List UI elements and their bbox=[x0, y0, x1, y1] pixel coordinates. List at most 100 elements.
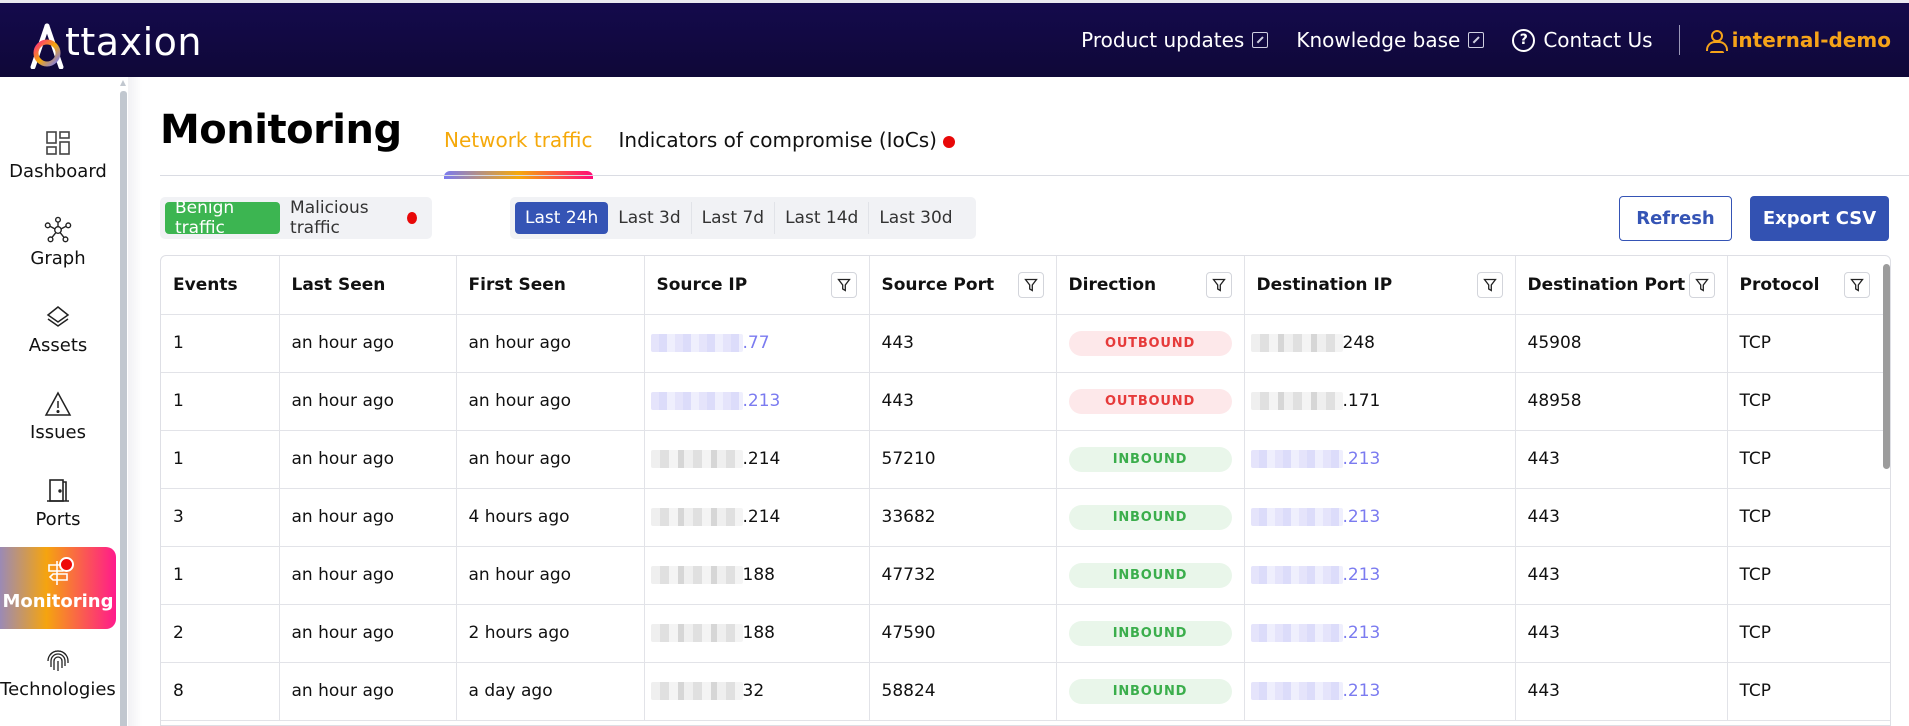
destination-ip-value[interactable]: .171 bbox=[1342, 391, 1381, 411]
direction-badge: OUTBOUND bbox=[1068, 388, 1232, 414]
user-menu[interactable]: internal-demo bbox=[1705, 28, 1891, 52]
table-row[interactable]: 2 an hour ago 2 hours ago 188 47590 INBO… bbox=[161, 604, 1890, 663]
table-row[interactable]: 1 an hour ago an hour ago .213 443 OUTBO… bbox=[161, 372, 1890, 431]
redacted-ip-prefix bbox=[650, 450, 743, 468]
destination-port-value: 443 bbox=[1527, 623, 1560, 643]
time-range-24h[interactable]: Last 24h bbox=[515, 202, 609, 234]
tab-network-traffic[interactable]: Network traffic bbox=[444, 127, 593, 179]
filter-icon[interactable] bbox=[1688, 271, 1715, 298]
source-ip-value[interactable]: 32 bbox=[742, 681, 765, 701]
product-updates-link[interactable]: Product updates bbox=[1081, 28, 1269, 52]
last-seen-value: an hour ago bbox=[291, 507, 395, 527]
column-label: First Seen bbox=[468, 274, 566, 295]
destination-ip-value[interactable]: .213 bbox=[1342, 565, 1381, 585]
events-value: 1 bbox=[173, 565, 184, 585]
events-value: 8 bbox=[173, 681, 184, 701]
table-scroll-thumb[interactable] bbox=[1883, 264, 1890, 469]
filter-icon[interactable] bbox=[1205, 271, 1232, 298]
time-range-toggle: Last 24h Last 3d Last 7d Last 14d Last 3… bbox=[510, 197, 976, 239]
sidebar-item-technologies[interactable]: Technologies bbox=[0, 635, 116, 717]
sidebar-label: Graph bbox=[30, 248, 86, 269]
protocol-value: TCP bbox=[1739, 391, 1772, 411]
source-ip-value[interactable]: 188 bbox=[742, 623, 775, 643]
column-header-last-seen[interactable]: Last Seen bbox=[279, 256, 457, 315]
filter-icon[interactable] bbox=[1844, 271, 1870, 298]
product-updates-label: Product updates bbox=[1081, 28, 1245, 52]
source-port-cell: 33682 bbox=[869, 488, 1057, 547]
table-row[interactable]: 3 an hour ago 4 hours ago .214 33682 INB… bbox=[161, 488, 1890, 547]
sidebar-item-graph[interactable]: Graph bbox=[0, 204, 116, 286]
option-label: Last 14d bbox=[785, 208, 859, 228]
first-seen-cell: 2 hours ago bbox=[456, 604, 645, 663]
malicious-traffic-option[interactable]: Malicious traffic bbox=[280, 198, 427, 238]
protocol-value: TCP bbox=[1739, 681, 1772, 701]
attaxion-logo[interactable]: ttaxion bbox=[30, 17, 202, 70]
table-row[interactable]: 1 an hour ago an hour ago 188 47732 INBO… bbox=[161, 546, 1890, 605]
redacted-ip-prefix bbox=[1250, 334, 1343, 352]
source-ip-value[interactable]: .214 bbox=[742, 449, 781, 469]
scroll-up-arrow-icon[interactable] bbox=[120, 80, 126, 86]
last-seen-value: an hour ago bbox=[291, 333, 395, 353]
destination-ip-value[interactable]: .213 bbox=[1342, 507, 1381, 527]
destination-port-value: 443 bbox=[1527, 449, 1560, 469]
source-ip-cell: .214 bbox=[644, 430, 870, 489]
column-label: Destination Port bbox=[1527, 274, 1686, 295]
events-value: 3 bbox=[173, 507, 184, 527]
source-ip-value[interactable]: .77 bbox=[742, 333, 770, 353]
dashboard-icon bbox=[44, 129, 72, 157]
source-port-value: 33682 bbox=[881, 507, 936, 527]
sidebar-label: Technologies bbox=[0, 679, 116, 700]
network-traffic-table: Events Last Seen First Seen Source IP So… bbox=[160, 255, 1891, 726]
source-ip-cell: .77 bbox=[644, 314, 870, 373]
filter-icon[interactable] bbox=[1017, 271, 1044, 298]
source-ip-cell: .214 bbox=[644, 488, 870, 547]
first-seen-cell: an hour ago bbox=[456, 546, 645, 605]
notification-dot bbox=[407, 212, 417, 224]
sidebar-item-ports[interactable]: Ports bbox=[0, 465, 116, 547]
benign-traffic-option[interactable]: Benign traffic bbox=[165, 198, 281, 238]
filter-icon[interactable] bbox=[830, 271, 857, 298]
column-header-first-seen[interactable]: First Seen bbox=[456, 256, 645, 315]
time-range-7d[interactable]: Last 7d bbox=[692, 202, 776, 234]
source-ip-value[interactable]: .213 bbox=[742, 391, 781, 411]
table-row[interactable]: 1 an hour ago an hour ago .77 443 OUTBOU… bbox=[161, 314, 1890, 373]
destination-ip-value[interactable]: .213 bbox=[1342, 449, 1381, 469]
source-ip-cell: .213 bbox=[644, 372, 870, 431]
knowledge-base-link[interactable]: Knowledge base bbox=[1296, 28, 1485, 52]
destination-ip-value[interactable]: .213 bbox=[1342, 681, 1381, 701]
source-port-cell: 443 bbox=[869, 372, 1057, 431]
export-csv-button[interactable]: Export CSV bbox=[1750, 196, 1889, 241]
column-header-destination-port: Destination Port bbox=[1515, 256, 1728, 315]
protocol-cell: TCP bbox=[1727, 372, 1890, 431]
destination-port-value: 45908 bbox=[1527, 333, 1582, 353]
table-row[interactable]: 1 an hour ago an hour ago .214 57210 INB… bbox=[161, 430, 1890, 489]
sidebar-label: Assets bbox=[28, 335, 88, 356]
time-range-3d[interactable]: Last 3d bbox=[608, 202, 692, 234]
redacted-ip-prefix bbox=[1250, 450, 1343, 468]
sidebar-item-monitoring[interactable]: Monitoring bbox=[0, 547, 116, 629]
filter-icon[interactable] bbox=[1476, 271, 1503, 298]
last-seen-value: an hour ago bbox=[291, 681, 395, 701]
sidebar-scrollbar[interactable] bbox=[120, 77, 128, 726]
direction-cell: OUTBOUND bbox=[1056, 314, 1245, 373]
time-range-30d[interactable]: Last 30d bbox=[869, 202, 962, 234]
destination-ip-value[interactable]: .213 bbox=[1342, 623, 1381, 643]
refresh-button[interactable]: Refresh bbox=[1619, 196, 1732, 241]
time-range-14d[interactable]: Last 14d bbox=[775, 202, 870, 234]
sidebar-item-issues[interactable]: Issues bbox=[0, 378, 116, 460]
events-cell: 1 bbox=[161, 430, 280, 489]
tab-iocs[interactable]: Indicators of compromise (IoCs) bbox=[619, 127, 955, 177]
source-ip-value[interactable]: 188 bbox=[742, 565, 775, 585]
sidebar-item-dashboard[interactable]: Dashboard bbox=[0, 117, 116, 199]
knowledge-base-label: Knowledge base bbox=[1296, 28, 1461, 52]
redacted-ip-prefix bbox=[650, 566, 743, 584]
table-row[interactable]: 8 an hour ago a day ago 32 58824 INBOUND… bbox=[161, 662, 1890, 721]
contact-us-link[interactable]: ? Contact Us bbox=[1512, 28, 1653, 52]
sidebar-scroll-thumb[interactable] bbox=[120, 91, 127, 726]
destination-ip-value[interactable]: 248 bbox=[1342, 333, 1375, 353]
protocol-value: TCP bbox=[1739, 507, 1772, 527]
sidebar-item-assets[interactable]: Assets bbox=[0, 291, 116, 373]
destination-ip-cell: .213 bbox=[1244, 488, 1516, 547]
source-ip-value[interactable]: .214 bbox=[742, 507, 781, 527]
column-header-events[interactable]: Events bbox=[161, 256, 280, 315]
